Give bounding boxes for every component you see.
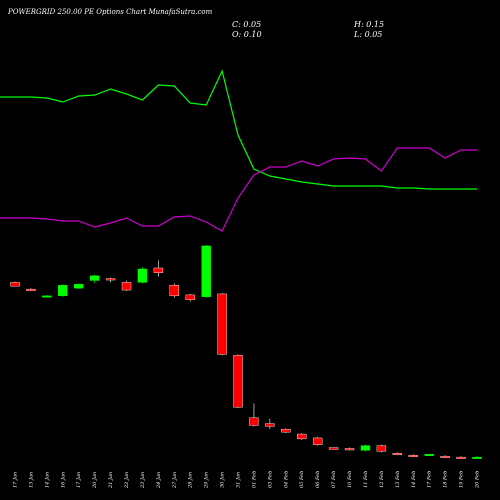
candle-body [472,456,482,459]
candle-body [344,448,355,451]
x-tick-label: 29 Jan [204,472,210,489]
x-tick-label: 11 Feb [363,471,369,488]
indicator-lines [0,69,477,232]
x-tick-label: 31 Jan [236,472,242,488]
x-tick-label: 18 Feb [443,471,449,488]
x-tick-label: 19 Feb [459,471,465,488]
candle-body [121,282,132,291]
close-value: 0.05 [243,20,261,29]
candle-body [312,437,323,445]
candle-body [89,275,100,281]
x-tick-label: 28 Jan [188,472,194,489]
indicator-line-1 [0,69,477,190]
x-tick-label: 22 Jan [124,472,130,489]
x-tick-label: 23 Jan [140,472,146,489]
candle-body [456,456,466,459]
candle-body [376,445,387,452]
candle-body [153,267,164,274]
chart-title: POWERGRID 250.00 PE Options Chart Munafa… [7,8,213,16]
low-value: 0.05 [365,30,383,39]
x-tick-label: 17 Jan [76,472,82,488]
x-tick-label: 03 Feb [267,471,273,488]
x-tick-label: 17 Feb [427,471,433,488]
x-tick-label: 14 Feb [411,471,417,488]
candle-body [58,285,68,297]
high-value: 0.15 [366,20,384,29]
candle-body [74,284,84,289]
candle-body [392,453,403,455]
candle-body [10,282,20,287]
x-tick-label: 06 Feb [315,471,321,488]
candle-body [328,447,339,450]
candle-body [169,285,180,297]
x-tick-label: 13 Feb [395,471,401,488]
x-tick-label: 13 Jan [28,472,34,488]
x-tick-label: 04 Feb [283,471,289,488]
candle-body [217,293,227,355]
close-label: C: 0.05 [232,20,261,29]
open-value: 0.10 [244,30,262,39]
x-tick-label: 07 Feb [331,471,337,488]
candle-body [408,455,418,457]
x-tick-label: 12 Feb [379,471,385,488]
x-axis-ticks: 17 Jan 13 Jan 14 Jan 16 Jan 17 Jan 20 Jan 21 J… [13,471,481,489]
low-label: L: 0.05 [353,30,382,39]
x-tick-label: 05 Feb [299,471,305,488]
candle-body [249,417,259,426]
candle-body [26,288,36,291]
indicator-line-2 [0,147,477,232]
x-tick-label: 20 Feb [474,471,480,489]
x-tick-label: 14 Jan [44,472,50,488]
x-tick-label: 21 Jan [108,472,114,489]
candles [10,244,482,459]
x-tick-label: 10 Feb [347,471,353,488]
candle-body [281,429,291,433]
candle-body [424,454,434,456]
candle-body [233,355,243,408]
x-tick-label: 30 Jan [220,472,226,488]
candle-body [42,295,52,298]
candle-body [105,278,116,281]
candle-body [297,433,307,440]
x-tick-label: 27 Jan [172,472,178,489]
x-tick-label: 16 Jan [60,472,66,488]
high-label: H: 0.15 [353,20,384,29]
candle-body [360,445,371,451]
candle-body [440,455,450,458]
x-tick-label: 17 Jan [13,472,19,488]
open-label: O: 0.10 [232,30,262,39]
x-tick-label: 01 Feb [251,471,257,488]
candle-body [137,268,148,283]
x-tick-label: 20 Jan [92,472,98,489]
candle-body [185,294,195,300]
x-tick-label: 24 Jan [156,472,162,489]
candle-body [265,423,275,427]
candle-body [201,245,211,297]
